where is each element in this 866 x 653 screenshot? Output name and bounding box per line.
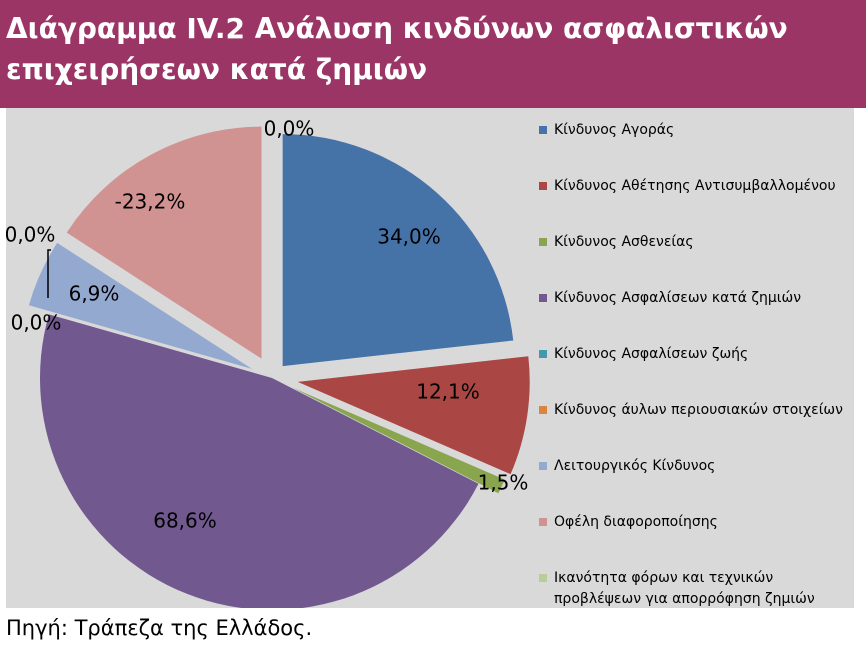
pie-chart: 34,0% 12,1% 1,5% 68,6% 0,0% 0,0% 6,9% -23,2% 0,0… [6,117,530,608]
leader-line [47,249,51,298]
legend-label: Κίνδυνος Ασφαλίσεων ζωής [554,346,749,362]
legend-label: Κίνδυνος Ασφαλίσεων κατά ζημιών [554,290,802,306]
legend-label: Κίνδυνος Ασθενείας [554,234,694,250]
legend-swatch [539,518,547,526]
legend-label: Κίνδυνος Αγοράς [554,122,675,138]
legend-swatch [539,574,547,582]
slice-label: 6,9% [69,282,120,306]
legend-swatch [539,294,547,302]
legend-label: Λειτουργικός Κίνδυνος [554,458,716,474]
source-note: Πηγή: Τράπεζα της Ελλάδος. [6,616,313,640]
legend-swatch [539,462,547,470]
legend-swatch [539,182,547,190]
legend-swatch [539,126,547,134]
slice-label: 1,5% [478,471,529,495]
slice-label: 34,0% [377,225,441,249]
slice-label: 0,0% [11,311,62,335]
legend-swatch [539,406,547,414]
chart-title: Διάγραμμα IV.2 Ανάλυση κινδύνων ασφαλιστ… [6,12,788,86]
slice-label: 0,0% [264,117,315,141]
legend-swatch [539,238,547,246]
pie-slice [40,314,479,608]
slice-label: -23,2% [115,190,186,214]
legend-label: Κίνδυνος άυλων περιουσιακών στοιχείων [554,402,843,418]
pie-slice [291,387,505,494]
slice-label: 0,0% [6,223,55,247]
legend-swatch [539,350,547,358]
slice-label: 12,1% [416,380,480,404]
pie-slice [297,356,530,475]
title-bar: Διάγραμμα IV.2 Ανάλυση κινδύνων ασφαλιστ… [0,0,866,108]
slice-label: 68,6% [153,509,217,533]
legend-label: Ικανότητα φόρων και τεχνικών προβλέψεων … [554,570,815,607]
legend-label: Οφέλη διαφοροποίησης [554,514,718,530]
legend-label: Κίνδυνος Αθέτησης Αντισυμβαλλομένου [554,178,836,194]
pie-slice [66,126,262,359]
plot-area: 34,0% 12,1% 1,5% 68,6% 0,0% 0,0% 6,9% -23,2% 0,0… [6,108,854,608]
pie-slice [282,134,514,367]
pie-slice [28,242,252,369]
